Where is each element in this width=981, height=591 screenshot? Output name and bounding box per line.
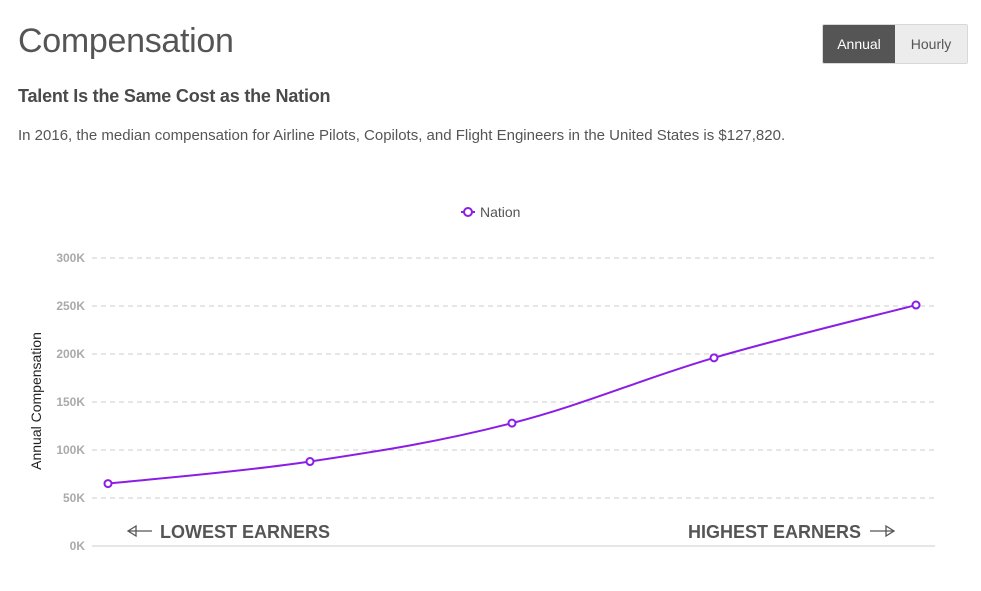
section-subtitle: Talent Is the Same Cost as the Nation [18, 86, 331, 106]
y-tick-label: 100K [56, 443, 85, 457]
y-axis-ticks: 0K 50K 100K 150K 200K 250K 300K [56, 251, 85, 553]
lowest-earners-annotation: LOWEST EARNERS [126, 522, 330, 542]
y-tick-label: 150K [56, 395, 85, 409]
arrow-right-icon [870, 524, 896, 538]
grid-lines [92, 257, 935, 547]
annual-hourly-toggle: Annual Hourly [822, 24, 968, 64]
y-tick-label: 50K [63, 491, 85, 505]
section-description: In 2016, the median compensation for Air… [18, 127, 786, 144]
y-tick-label: 300K [56, 251, 85, 265]
data-point[interactable] [911, 300, 921, 310]
data-point[interactable] [709, 353, 719, 363]
y-tick-label: 250K [56, 299, 85, 313]
data-point[interactable] [103, 479, 113, 489]
hourly-button[interactable]: Hourly [895, 25, 967, 63]
highest-earners-label: HIGHEST EARNERS [688, 522, 861, 542]
legend[interactable]: Nation [461, 204, 520, 220]
highest-earners-annotation: HIGHEST EARNERS [688, 522, 896, 542]
series-line [107, 304, 917, 485]
y-tick-label: 200K [56, 347, 85, 361]
data-point[interactable] [305, 457, 315, 467]
y-tick-label: 0K [70, 539, 86, 553]
lowest-earners-label: LOWEST EARNERS [160, 522, 330, 542]
annual-button[interactable]: Annual [823, 25, 895, 63]
y-axis-title: Annual Compensation [28, 332, 44, 470]
compensation-line-chart: 0K 50K 100K 150K 200K 250K 300K Annual Compens… [28, 204, 935, 553]
series-nation [103, 300, 921, 489]
arrow-left-icon [126, 524, 152, 538]
legend-label-nation: Nation [480, 204, 520, 220]
data-point[interactable] [507, 418, 517, 428]
page-title: Compensation [18, 22, 234, 60]
legend-marker-icon [463, 207, 473, 217]
